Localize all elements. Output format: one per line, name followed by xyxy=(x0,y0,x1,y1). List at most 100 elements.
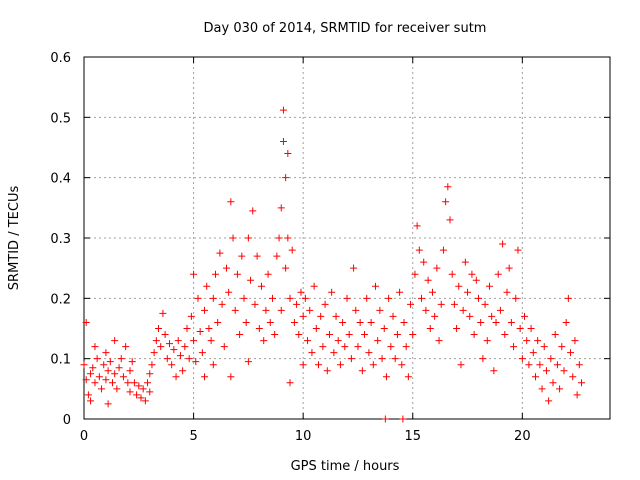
data-point xyxy=(100,361,108,369)
data-point xyxy=(312,325,320,332)
y-axis-label: SRMTID / TECUs xyxy=(7,186,22,291)
data-point xyxy=(542,367,550,375)
data-point xyxy=(130,379,138,387)
data-point xyxy=(113,385,121,393)
data-point xyxy=(152,337,160,345)
data-point xyxy=(87,370,95,378)
data-point xyxy=(538,385,546,393)
data-point xyxy=(286,294,294,302)
data-points xyxy=(80,106,586,423)
data-point xyxy=(398,361,406,369)
data-point xyxy=(399,415,407,423)
data-point xyxy=(321,300,329,308)
data-point xyxy=(209,361,217,369)
data-point xyxy=(492,318,500,326)
chart-title: Day 030 of 2014, SRMTID for receiver sut… xyxy=(204,21,487,36)
data-point xyxy=(172,373,180,381)
data-point xyxy=(510,343,518,351)
data-point xyxy=(439,246,447,254)
data-point xyxy=(240,294,248,302)
data-point xyxy=(367,318,375,326)
data-point xyxy=(174,337,182,345)
data-point xyxy=(264,270,272,278)
data-point xyxy=(569,373,577,381)
data-point xyxy=(108,379,116,387)
data-point xyxy=(295,331,303,339)
data-point xyxy=(266,318,274,326)
data-point xyxy=(488,312,496,320)
data-point xyxy=(503,288,511,296)
data-point xyxy=(102,349,110,357)
data-point xyxy=(212,270,219,278)
data-point xyxy=(282,174,290,182)
data-point xyxy=(284,150,292,158)
data-point xyxy=(297,288,305,296)
data-point xyxy=(319,343,327,351)
data-point xyxy=(448,270,456,278)
data-point xyxy=(155,325,163,332)
data-point xyxy=(227,198,235,206)
data-point xyxy=(190,270,198,278)
data-point xyxy=(157,343,165,351)
data-point xyxy=(470,331,478,339)
data-point xyxy=(387,343,395,351)
data-point xyxy=(117,355,125,363)
data-point xyxy=(87,397,95,405)
data-point xyxy=(135,382,143,390)
data-point xyxy=(168,361,176,369)
data-point xyxy=(547,355,555,363)
data-point xyxy=(545,397,553,405)
data-point xyxy=(196,328,204,336)
data-point xyxy=(84,391,92,399)
data-point xyxy=(148,361,156,369)
data-point xyxy=(159,309,167,317)
data-point xyxy=(249,207,257,215)
data-point xyxy=(525,361,533,369)
data-point xyxy=(310,282,318,290)
data-point xyxy=(365,349,373,357)
data-point xyxy=(279,137,287,145)
data-point xyxy=(150,349,158,357)
data-point xyxy=(409,331,417,339)
data-point xyxy=(391,355,399,363)
data-point xyxy=(356,318,364,326)
data-point xyxy=(562,318,570,326)
data-point xyxy=(361,331,369,339)
y-tick-label: 0.4 xyxy=(50,172,71,187)
data-point xyxy=(450,300,458,308)
data-point xyxy=(163,355,171,363)
data-point xyxy=(111,337,119,345)
data-point xyxy=(253,252,261,260)
data-point xyxy=(411,270,419,278)
data-point xyxy=(251,300,259,308)
data-point xyxy=(216,249,224,257)
data-point xyxy=(315,361,323,369)
y-tick-label: 0.5 xyxy=(50,111,71,126)
y-tick-labels: 0 0.1 0.2 0.3 0.4 0.5 0.6 xyxy=(50,51,71,428)
data-point xyxy=(464,288,472,296)
data-point xyxy=(457,361,465,369)
data-point xyxy=(345,331,353,339)
data-point xyxy=(369,361,377,369)
data-point xyxy=(413,222,421,230)
data-point xyxy=(190,337,198,345)
data-point xyxy=(82,318,90,326)
axis-ticks xyxy=(83,56,610,420)
data-point xyxy=(490,367,498,375)
data-point xyxy=(91,343,99,351)
data-point xyxy=(393,331,401,339)
data-point xyxy=(279,106,287,114)
data-point xyxy=(161,331,169,339)
data-point xyxy=(231,306,239,314)
data-point xyxy=(201,306,209,314)
data-point xyxy=(236,331,244,339)
data-point xyxy=(380,325,388,332)
data-point xyxy=(185,355,193,363)
data-point xyxy=(352,306,360,314)
data-point xyxy=(308,349,316,357)
data-point xyxy=(516,325,524,332)
data-point xyxy=(139,385,147,393)
data-point xyxy=(339,318,347,326)
data-point xyxy=(453,325,461,332)
